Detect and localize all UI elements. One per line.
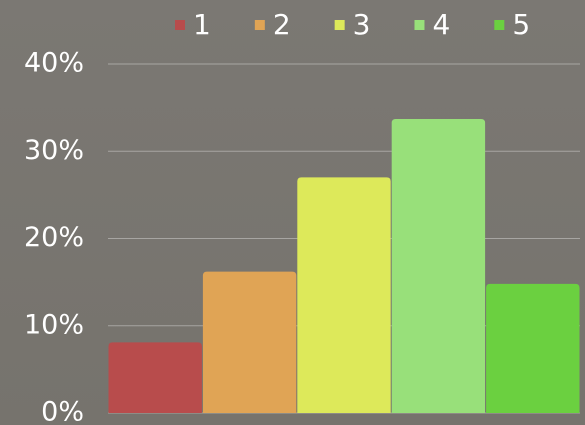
legend-label: 1 (193, 8, 211, 41)
bar (391, 118, 486, 413)
bar (202, 271, 297, 413)
legend-swatch (254, 20, 265, 30)
y-tick-label: 40% (24, 48, 84, 79)
legend-swatch (175, 20, 185, 30)
bar (486, 283, 580, 413)
y-tick-label: 0% (41, 397, 84, 425)
y-tick-label: 20% (24, 222, 84, 253)
legend-label: 2 (273, 8, 291, 41)
y-tick-label: 30% (24, 135, 84, 166)
y-tick-label: 10% (24, 309, 84, 340)
legend-swatch (494, 20, 505, 30)
bar (108, 342, 202, 413)
legend-swatch (334, 20, 345, 30)
legend-label: 3 (353, 8, 371, 41)
bar (297, 177, 391, 413)
legend-label: 5 (512, 8, 530, 41)
legend-swatch (414, 20, 425, 30)
legend-label: 4 (432, 8, 450, 41)
